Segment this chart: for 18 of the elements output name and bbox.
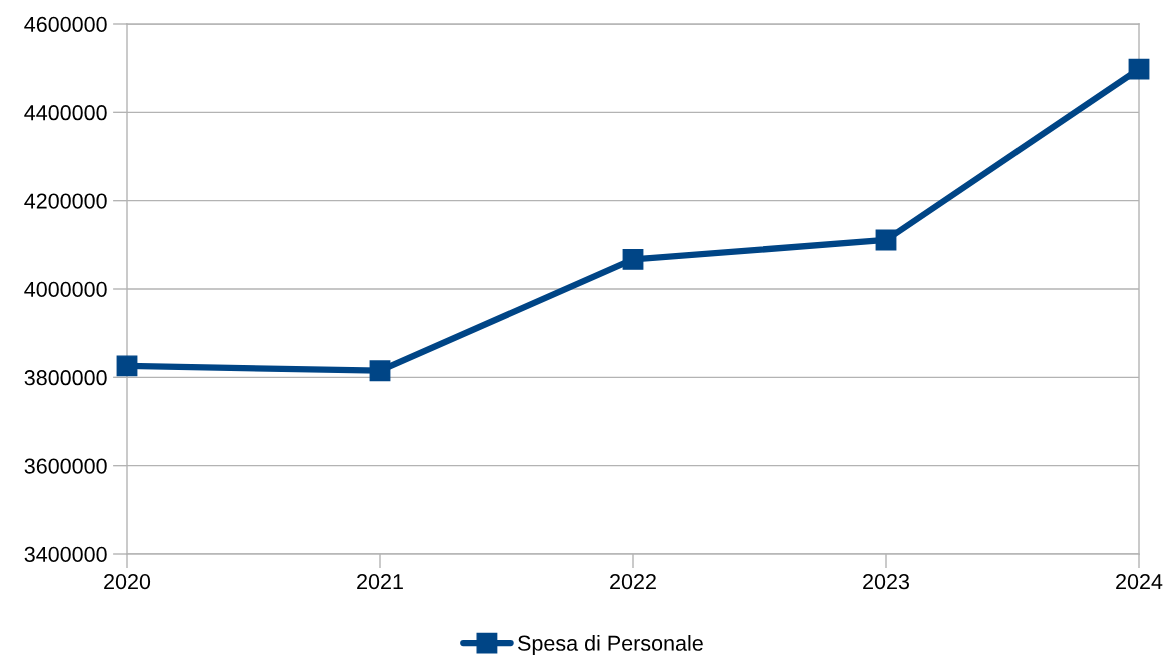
y-tick-label: 4400000 xyxy=(24,105,107,121)
y-tick-label: 4600000 xyxy=(24,16,107,33)
x-tick-label: 2024 xyxy=(1116,574,1163,590)
y-tick-label: 3800000 xyxy=(24,370,107,386)
y-tick-label: 4000000 xyxy=(24,281,107,298)
point xyxy=(622,248,644,270)
legend-label: Spesa di Personale xyxy=(518,635,703,656)
x-tick-label: 2023 xyxy=(863,574,909,590)
point xyxy=(369,360,391,382)
y-tick-label: 4200000 xyxy=(24,193,107,209)
x-tick-label: 2022 xyxy=(610,574,656,590)
point xyxy=(875,229,897,251)
point xyxy=(116,355,138,377)
x-tick-label: 2021 xyxy=(357,574,403,590)
point xyxy=(1128,58,1150,80)
y-tick-label: 3400000 xyxy=(24,546,107,563)
y-tick-label: 3600000 xyxy=(24,458,107,474)
x-tick-label: 2020 xyxy=(104,574,151,590)
